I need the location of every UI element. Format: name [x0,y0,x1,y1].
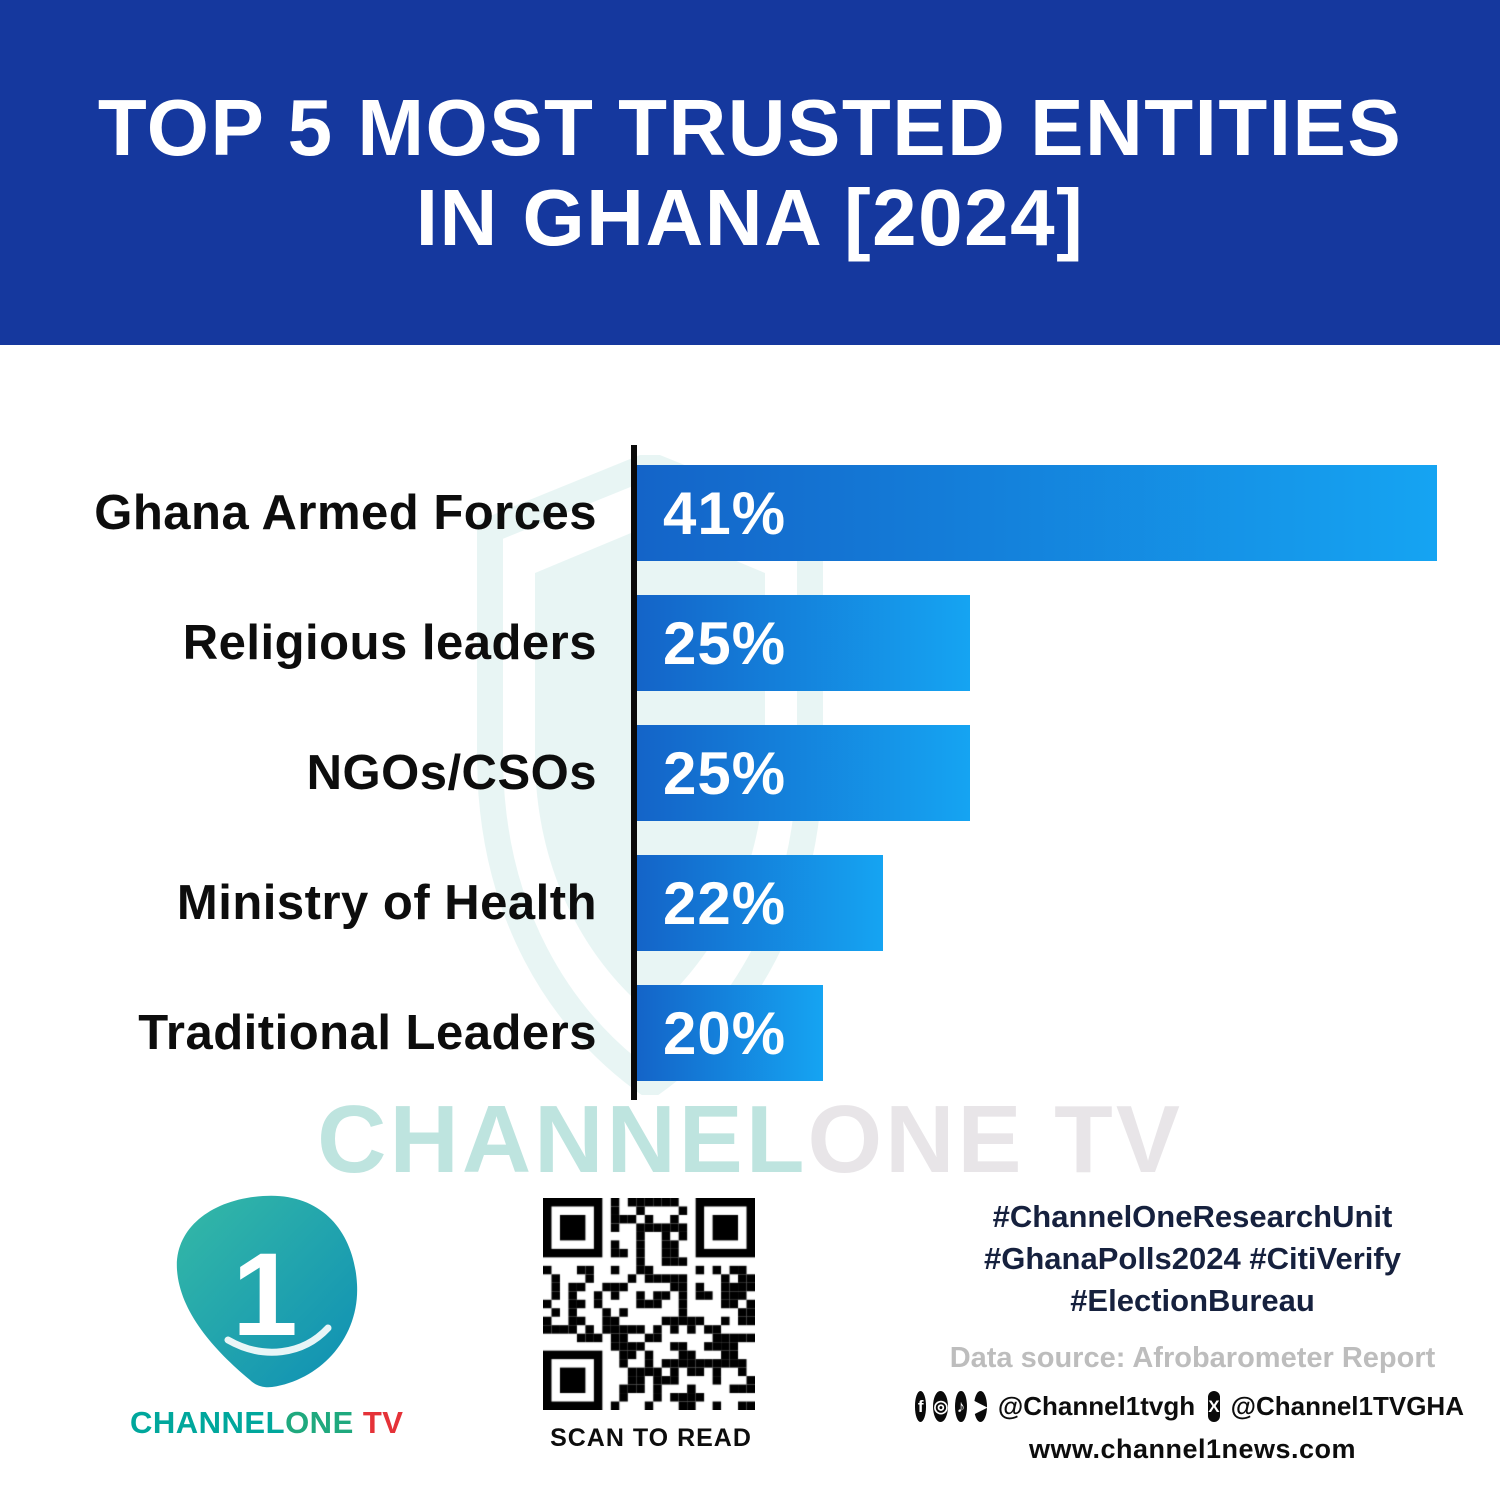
page-title-line1: TOP 5 MOST TRUSTED ENTITIES [97,82,1403,172]
footer-info: #ChannelOneResearchUnit #GhanaPolls2024 … [915,1196,1470,1465]
hashtag-line-3: #ElectionBureau [1070,1283,1315,1318]
bar-value: 41% [663,479,787,547]
bar-row: Ghana Armed Forces 41% [0,465,1500,561]
bar-value: 20% [663,999,787,1067]
tiktok-icon: ♪ [955,1391,967,1422]
bar: 22% [637,855,883,951]
bar-chart: Ghana Armed Forces 41% Religious leaders 25… [0,445,1500,1105]
hashtag-line-2: #GhanaPolls2024 #CitiVerify [984,1241,1401,1276]
facebook-icon: f [915,1391,927,1422]
channel-one-logo-icon: 1 [176,1195,357,1388]
watermark-part2: ONE TV [807,1086,1183,1193]
x-icon: X [1208,1391,1220,1422]
data-source: Data source: Afrobarometer Report [949,1342,1436,1374]
bar-label: Religious leaders [182,616,597,670]
bar-value: 25% [663,739,787,807]
bar-label: Traditional Leaders [138,1006,597,1060]
bar: 25% [637,725,970,821]
logo-word-one: ONE [285,1405,354,1440]
logo-word-channel: CHANNEL [130,1405,286,1440]
logo-word-tv: TV [353,1405,404,1440]
qr-caption: SCAN TO READ [550,1424,752,1452]
page-title-line2: IN GHANA [2024] [415,172,1085,262]
bar-row: Ministry of Health 22% [0,855,1500,951]
channel-one-logo: 1 CHANNELONE TV [130,1190,403,1441]
bar-label: Ghana Armed Forces [94,486,597,540]
bar: 25% [637,595,970,691]
qr-code [543,1198,755,1410]
logo-numeral: 1 [232,1229,298,1361]
bar: 41% [637,465,1437,561]
logo-wordmark: CHANNELONE TV [130,1405,403,1441]
header: TOP 5 MOST TRUSTED ENTITIES IN GHANA [20… [0,0,1500,345]
chart-axis-line [631,445,637,1100]
bar-row: Traditional Leaders 20% [0,985,1500,1081]
bar-value: 25% [663,609,787,677]
bar-label: Ministry of Health [176,876,597,930]
bar-label: NGOs/CSOs [306,746,597,800]
bar: 20% [637,985,823,1081]
website-url: www.channel1news.com [1028,1434,1357,1464]
qr-block: SCAN TO READ [543,1198,759,1453]
instagram-icon: ◎ [933,1391,949,1422]
social-handle-1: @Channel1tvgh [997,1391,1196,1421]
bar-value: 22% [663,869,787,937]
hashtag-line-1: #ChannelOneResearchUnit [992,1199,1393,1234]
bar-row: NGOs/CSOs 25% [0,725,1500,821]
youtube-icon: ▶ [973,1391,987,1422]
watermark-part1: CHANNEL [317,1086,808,1193]
social-handle-2: @Channel1TVGHA [1230,1391,1464,1421]
social-row: f ◎ ♪ ▶ @Channel1tvgh X @Channel1TVGHA [915,1391,1470,1422]
watermark-text: CHANNELONE TV [0,1085,1500,1195]
bar-row: Religious leaders 25% [0,595,1500,691]
